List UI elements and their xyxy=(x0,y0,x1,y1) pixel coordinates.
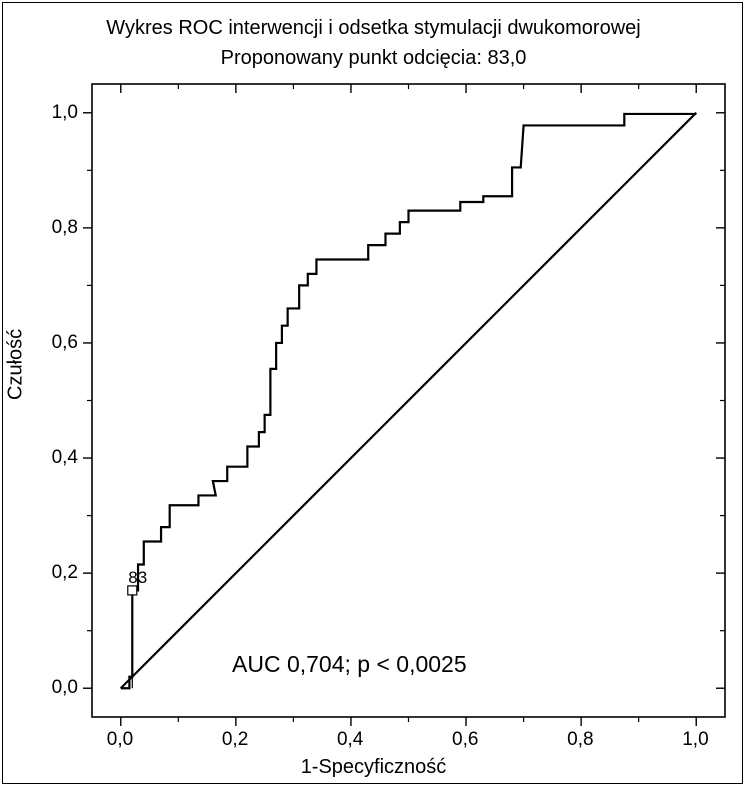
y-tick-label: 0,0 xyxy=(52,677,78,699)
x-tick-label: 0,6 xyxy=(452,729,478,751)
y-axis-label: Czułość xyxy=(5,329,28,400)
y-axis-label-text: Czułość xyxy=(5,329,27,400)
x-tick-label: 0,0 xyxy=(107,729,133,751)
x-tick-label: 1,0 xyxy=(682,729,708,751)
y-tick-label: 0,6 xyxy=(52,332,78,354)
y-tick-label: 0,4 xyxy=(52,447,78,469)
y-tick-label: 0,8 xyxy=(52,217,78,239)
diagonal-reference-line xyxy=(121,113,696,688)
y-tick-label: 0,2 xyxy=(52,562,78,584)
y-tick-label: 1,0 xyxy=(52,102,78,124)
x-axis-label: 1-Specyficzność xyxy=(0,756,747,779)
x-tick-label: 0,4 xyxy=(337,729,363,751)
auc-annotation: AUC 0,704; p < 0,0025 xyxy=(232,651,467,678)
x-tick-label: 0,8 xyxy=(567,729,593,751)
x-tick-label: 0,2 xyxy=(222,729,248,751)
cutoff-marker-label: 83 xyxy=(128,568,147,588)
